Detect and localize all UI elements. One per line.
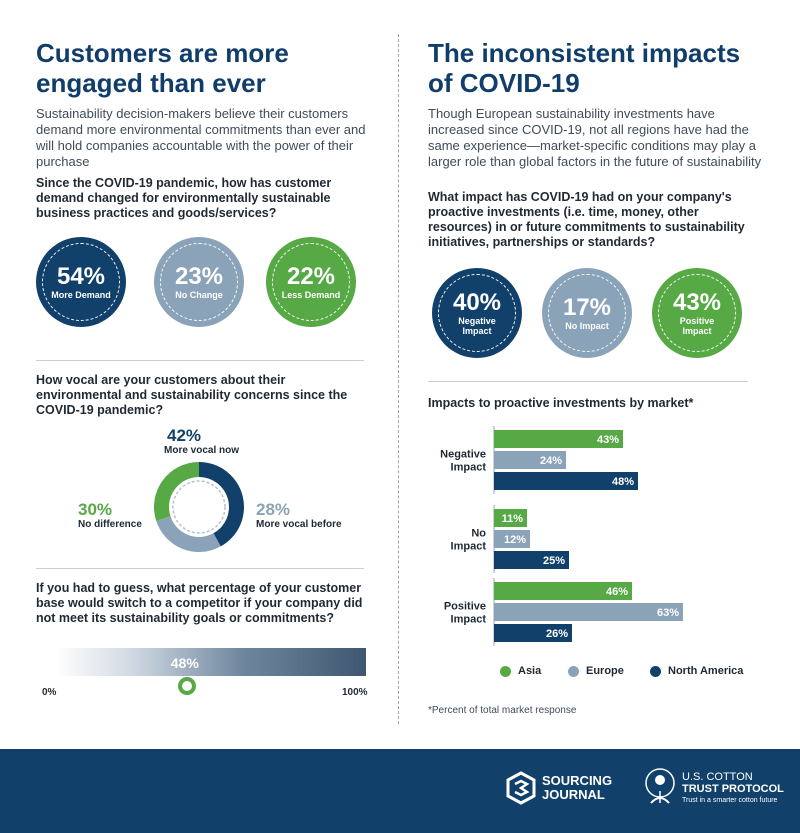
legend-item-north-america: North America: [650, 665, 743, 677]
stat-label: No Change: [175, 290, 223, 300]
stat-label: Positive Impact: [679, 316, 715, 336]
donut-label-nodiff: No difference: [78, 519, 142, 530]
donut-label-nodiff-pct: 30%: [78, 500, 113, 519]
bar-value-label: 48%: [612, 476, 634, 488]
donut-label-before: More vocal before: [256, 519, 342, 530]
stat-positive-impact: 43% Positive Impact: [652, 268, 742, 358]
legend-swatch: [568, 665, 579, 677]
stat-value: 22%: [286, 263, 336, 290]
question-vocal: How vocal are your customers about their…: [36, 373, 348, 417]
section-divider: [36, 568, 364, 569]
bar-value-label: 46%: [606, 586, 628, 598]
left-intro: Sustainability decision-makers believe t…: [36, 106, 366, 169]
brand-line: U.S. COTTON: [682, 771, 753, 783]
legend-swatch: [500, 665, 511, 677]
gauge-min-label: 0%: [42, 687, 57, 698]
category-label: Negative: [440, 449, 486, 461]
question-switch: If you had to guess, what percentage of …: [36, 581, 363, 625]
bar-europe: [494, 603, 683, 621]
bar-asia: [494, 582, 632, 600]
bar-value-label: 43%: [597, 434, 619, 446]
stat-less-demand: 22% Less Demand: [266, 237, 356, 327]
stat-label: More Demand: [51, 290, 111, 300]
bar-chart-title: Impacts to proactive investments by mark…: [428, 396, 694, 410]
stat-negative-impact: 40% Negative Impact: [432, 268, 522, 358]
legend-item-europe: Europe: [568, 665, 624, 677]
legend-label: Asia: [518, 665, 542, 677]
donut-inner-ring: [172, 480, 226, 534]
switch-gauge-value: 48%: [170, 655, 199, 671]
bar-value-label: 63%: [657, 607, 679, 619]
category-label: No: [471, 528, 486, 540]
stat-value: 40%: [452, 289, 502, 316]
category-label: Impact: [451, 614, 487, 626]
stat-value: 17%: [562, 294, 612, 321]
stat-value: 23%: [174, 263, 224, 290]
bar-value-label: 12%: [504, 534, 526, 546]
brand-line: JOURNAL: [542, 787, 605, 802]
stat-value: 54%: [56, 263, 106, 290]
stat-no-change: 23% No Change: [154, 237, 244, 327]
bar-europe: [494, 530, 530, 548]
legend-label: North America: [668, 665, 744, 677]
right-title: The inconsistent impacts of COVID-19: [428, 38, 741, 98]
legend-item-asia: Asia: [500, 665, 541, 677]
question-demand: Since the COVID-19 pandemic, how has cus…: [36, 176, 332, 220]
brand-line: TRUST PROTOCOL: [682, 783, 784, 795]
sourcing-journal-name: SOURCING JOURNAL: [542, 774, 612, 802]
brand-line: SOURCING: [542, 773, 613, 788]
footnote: *Percent of total market response: [428, 705, 577, 716]
column-divider: [398, 34, 399, 724]
stat-no-impact: 17% No Impact: [542, 268, 632, 358]
bar-asia: [494, 509, 527, 527]
cotton-protocol-logo-icon: [645, 768, 675, 804]
right-intro: Though European sustainability investmen…: [428, 106, 762, 169]
section-divider: [428, 381, 748, 382]
switch-gauge-marker: [177, 677, 196, 695]
bar-north-america: [494, 624, 572, 642]
category-label: Impact: [451, 462, 487, 474]
bar-value-label: 11%: [502, 513, 524, 525]
bar-north-america: [494, 551, 569, 569]
category-label: Impact: [451, 541, 487, 553]
donut-label-now-pct: 42%: [167, 426, 202, 445]
donut-slice-1: [156, 516, 221, 552]
left-title: Customers are more engaged than ever: [36, 38, 289, 98]
bar-north-america: [494, 472, 638, 490]
donut-label-now: More vocal now: [164, 445, 240, 456]
market-impact-bar-chart: NegativeImpact43%24%48%NoImpact11%12%25%…: [440, 426, 683, 646]
stat-more-demand: 54% More Demand: [36, 237, 126, 327]
bar-value-label: 25%: [543, 555, 565, 567]
bar-europe: [494, 451, 566, 469]
bar-asia: [494, 430, 623, 448]
gauge-max-label: 100%: [342, 687, 368, 698]
bar-value-label: 24%: [540, 455, 562, 467]
donut-label-before-pct: 28%: [256, 500, 291, 519]
stat-label: Negative Impact: [458, 316, 496, 336]
footer-band: SOURCING JOURNAL U.S. COTTON TRUST PROTO…: [0, 749, 800, 833]
stat-label: Less Demand: [281, 290, 341, 300]
sourcing-journal-logo-icon: [506, 771, 536, 805]
brand-tagline: Trust in a smarter cotton future: [682, 797, 778, 804]
cotton-protocol-name: U.S. COTTON TRUST PROTOCOL Trust in a sm…: [682, 771, 784, 806]
donut-slice-2: [154, 462, 199, 521]
bar-value-label: 26%: [546, 628, 568, 640]
question-impact: What impact has COVID-19 had on your com…: [428, 190, 745, 249]
legend-label: Europe: [586, 665, 624, 677]
section-divider: [36, 360, 364, 361]
legend-swatch: [650, 665, 661, 677]
category-label: Positive: [444, 601, 486, 613]
stat-value: 43%: [672, 289, 722, 316]
donut-slice-0: [199, 462, 244, 547]
stat-label: No Impact: [565, 321, 609, 331]
vocal-donut-chart: [154, 462, 244, 552]
switch-gauge-bar: [56, 648, 366, 676]
